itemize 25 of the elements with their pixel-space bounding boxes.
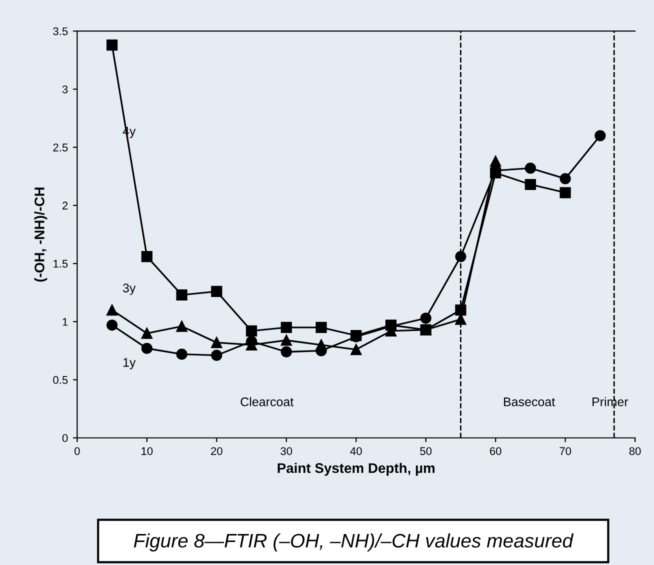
caption: Figure 8—FTIR (–OH, –NH)/–CH values measured <box>134 533 574 552</box>
y-tick-label: 3.5 <box>53 27 68 36</box>
x-tick-label: 80 <box>629 447 641 456</box>
y-tick-label: 1.5 <box>54 260 68 268</box>
y-tick-label: 1 <box>62 318 68 326</box>
x-tick-label: 70 <box>560 447 572 456</box>
series-label: 3y <box>122 284 136 295</box>
annotation: Basecoat <box>504 398 556 406</box>
y-tick-label: 3 <box>62 85 68 94</box>
x-tick-label: 20 <box>211 447 222 456</box>
x-tick-label: 60 <box>490 447 502 456</box>
x-tick-label: 30 <box>280 447 292 456</box>
x-axis-title: Paint System Depth, µm <box>278 462 434 476</box>
y-tick-label: 0 <box>62 434 68 442</box>
series-label: 1y <box>123 358 136 370</box>
annotation: Clearcoat <box>240 397 294 406</box>
x-tick-label: 40 <box>350 447 362 456</box>
y-tick-label: 0.5 <box>53 376 68 384</box>
x-tick-label: 50 <box>420 447 432 456</box>
x-tick-label: 10 <box>142 447 153 456</box>
y-tick-label: 2 <box>62 202 68 210</box>
y-tick-label: 2.5 <box>53 144 68 152</box>
y-axis-title: (-OH, -NH)/-CH <box>34 188 48 282</box>
annotation: Primer <box>592 397 628 406</box>
x-tick-label: 0 <box>74 447 80 456</box>
